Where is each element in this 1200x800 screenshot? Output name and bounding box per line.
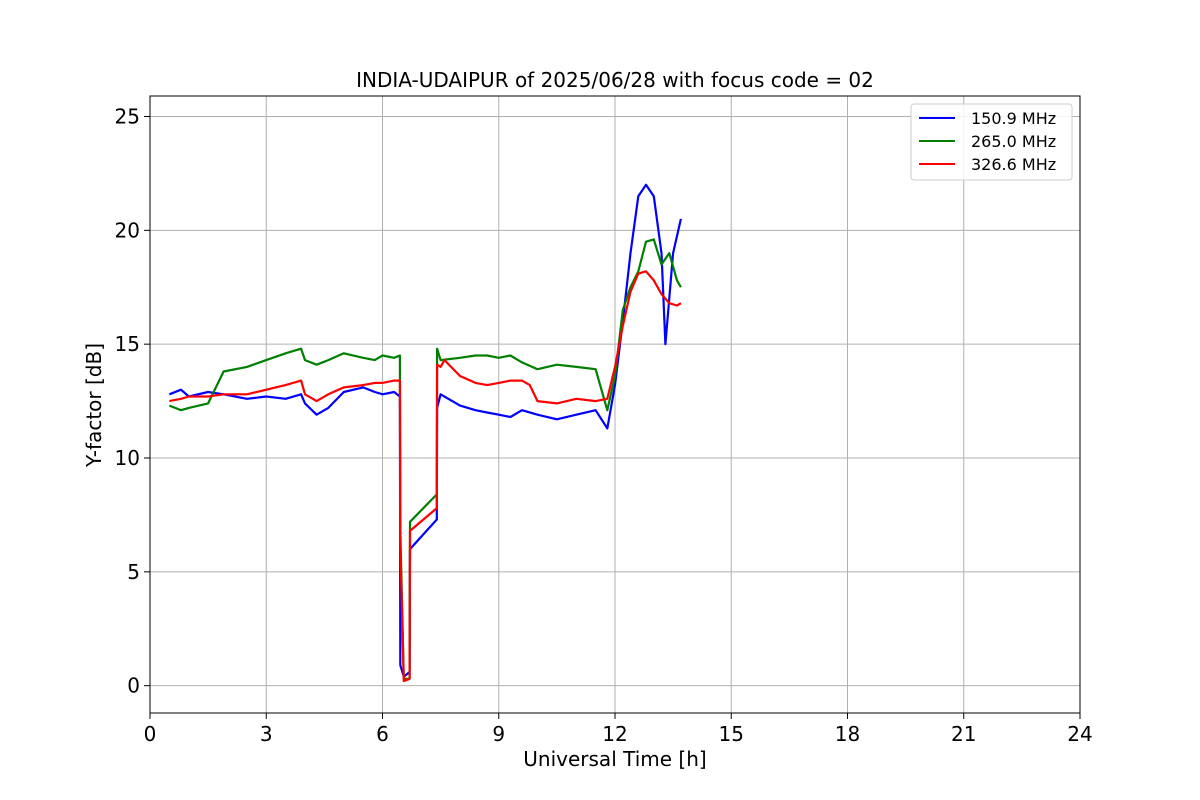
legend-label: 265.0 MHz (971, 132, 1056, 151)
chart-title: INDIA-UDAIPUR of 2025/06/28 with focus c… (356, 68, 874, 92)
x-tick-label: 0 (144, 722, 157, 746)
x-tick-label: 6 (376, 722, 389, 746)
y-tick-label: 5 (127, 560, 140, 584)
series-line-2 (169, 270, 682, 683)
y-tick-label: 0 (127, 674, 140, 698)
y-tick-label: 15 (115, 332, 140, 356)
legend-label: 150.9 MHz (971, 109, 1056, 128)
y-tick-label: 10 (115, 446, 140, 470)
y-tick-label: 25 (115, 104, 140, 128)
x-tick-label: 12 (602, 722, 627, 746)
x-tick-label: 24 (1067, 722, 1092, 746)
x-tick-label: 15 (719, 722, 744, 746)
x-tick-label: 18 (835, 722, 860, 746)
x-tick-label: 21 (951, 722, 976, 746)
axis-ticks: 0 3 6 9 12 15 18 21 24 0 5 10 15 20 25 (115, 104, 1093, 746)
legend: 150.9 MHz 265.0 MHz 326.6 MHz (910, 103, 1073, 181)
x-axis-label: Universal Time [h] (523, 747, 706, 771)
y-axis-label: Y-factor [dB] (82, 343, 106, 468)
x-tick-label: 3 (260, 722, 273, 746)
y-tick-label: 20 (115, 218, 140, 242)
series-lines (168, 183, 682, 683)
legend-entries: 150.9 MHz 265.0 MHz 326.6 MHz (919, 109, 1056, 174)
legend-box (910, 103, 1073, 181)
x-tick-label: 9 (492, 722, 505, 746)
legend-label: 326.6 MHz (971, 155, 1056, 174)
